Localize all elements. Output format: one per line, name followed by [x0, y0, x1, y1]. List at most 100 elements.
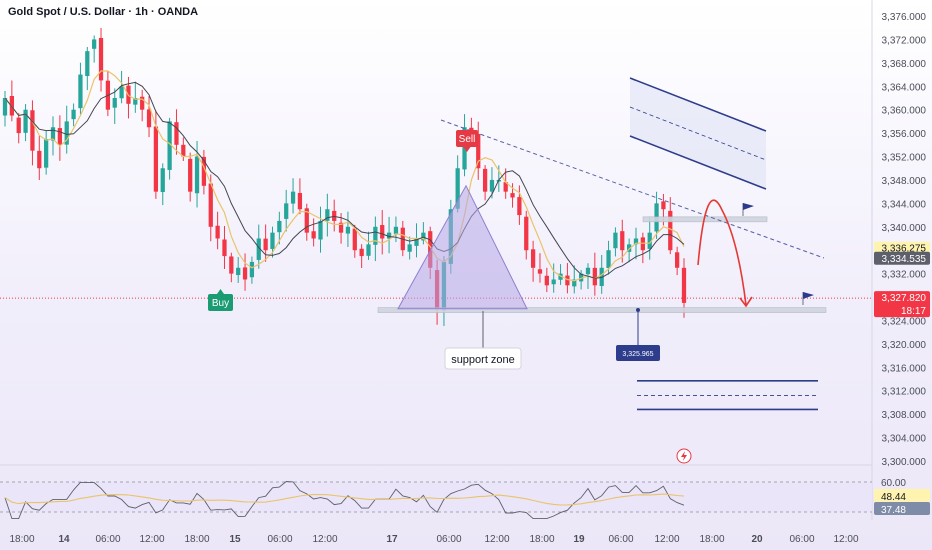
- candle-body: [345, 226, 351, 234]
- price-tag: [874, 291, 930, 318]
- candle-body: [242, 267, 248, 280]
- candle-body: [304, 208, 309, 233]
- candle-body: [558, 273, 563, 280]
- candle-body: [37, 150, 42, 169]
- candle-body: [613, 232, 618, 249]
- candle-body: [263, 238, 268, 251]
- candle-body: [133, 97, 138, 105]
- y-tick-label: 3,352.000: [882, 153, 927, 164]
- candle-body: [565, 275, 570, 286]
- candle-body: [256, 238, 261, 260]
- x-tick-label: 18:00: [699, 534, 724, 545]
- support-zone-label: support zone: [451, 354, 515, 366]
- candle-body: [373, 226, 378, 245]
- candle-body: [140, 96, 145, 110]
- candle-body: [201, 156, 207, 186]
- candle-body: [2, 97, 8, 116]
- candle-body: [160, 168, 165, 193]
- x-tick-label: 18:00: [529, 534, 554, 545]
- rsi-tag: [874, 502, 930, 516]
- candle-body: [290, 191, 296, 204]
- buy-signal-badge: [208, 294, 233, 311]
- candle-body: [9, 95, 14, 116]
- rsi-tick-label: 60.00: [881, 478, 906, 489]
- candle-body: [44, 138, 49, 168]
- sell-signal-pointer: [463, 147, 471, 152]
- candle-body: [284, 203, 289, 219]
- candle-body: [572, 279, 577, 287]
- moving-average-fast: [4, 70, 685, 282]
- x-tick-label: 19: [573, 534, 585, 545]
- candle-body: [592, 267, 597, 286]
- candle-body: [524, 216, 529, 251]
- candle-body: [455, 168, 460, 209]
- x-tick-label: 12:00: [833, 534, 858, 545]
- price-tag-label: 3,334.535: [882, 254, 927, 265]
- projection-channel-bottom: [629, 135, 767, 190]
- candle-body: [352, 228, 357, 251]
- price-tag: [874, 241, 930, 255]
- x-tick-label: 12:00: [139, 534, 164, 545]
- candle-body: [537, 269, 543, 274]
- moving-average-slow: [4, 81, 685, 279]
- candle-body: [270, 232, 275, 249]
- y-tick-label: 3,316.000: [882, 363, 927, 374]
- candle-body: [112, 97, 117, 108]
- candle-body: [633, 238, 639, 245]
- candle-body: [675, 252, 680, 268]
- candle-body: [338, 222, 344, 233]
- candle-body: [517, 197, 522, 216]
- candle-body: [578, 273, 584, 282]
- buy-signal-pointer: [217, 289, 224, 294]
- x-tick-label: 15: [229, 534, 241, 545]
- support-flag-icon: [803, 292, 814, 299]
- x-tick-label: 18:00: [9, 534, 34, 545]
- x-tick-label: 06:00: [608, 534, 633, 545]
- candle-body: [407, 244, 412, 252]
- candle-body: [647, 232, 652, 249]
- candle-body: [188, 158, 193, 192]
- rsi-tick-label: 48.44: [881, 492, 906, 503]
- candle-body: [297, 192, 303, 210]
- candle-body: [57, 128, 62, 145]
- candle-body: [620, 231, 625, 251]
- y-tick-label: 3,332.000: [882, 270, 927, 281]
- event-lightning-glyph: [681, 451, 687, 461]
- candle-body: [510, 193, 515, 198]
- candle-body: [194, 156, 200, 194]
- x-tick-label: 06:00: [267, 534, 292, 545]
- candle-body: [311, 231, 316, 239]
- y-tick-label: 3,300.000: [882, 457, 927, 468]
- y-tick-label: 3,304.000: [882, 434, 927, 445]
- x-tick-label: 06:00: [95, 534, 120, 545]
- candle-body: [627, 244, 632, 252]
- candle-body: [318, 220, 323, 240]
- rsi-signal-line: [4, 493, 685, 506]
- candle-body: [551, 279, 556, 285]
- rsi-line: [4, 481, 685, 520]
- x-tick-label: 06:00: [436, 534, 461, 545]
- candle-body: [482, 168, 488, 192]
- sell-signal-badge: [456, 130, 478, 147]
- candle-body: [78, 74, 83, 109]
- candle-body: [503, 182, 508, 192]
- candle-body: [476, 133, 481, 169]
- candle-body: [215, 225, 220, 239]
- candle-body: [366, 244, 371, 256]
- resistance-flag-icon: [743, 203, 754, 210]
- candle-body: [393, 226, 399, 234]
- candle-body: [174, 122, 179, 145]
- candle-body: [421, 232, 426, 241]
- candle-body: [489, 179, 495, 192]
- candle-body: [249, 261, 255, 278]
- y-tick-label: 3,308.000: [882, 410, 927, 421]
- chart-title: Gold Spot / U.S. Dollar · 1h · OANDA: [8, 6, 199, 18]
- projection-channel-top: [629, 77, 767, 132]
- price-tag: [874, 251, 930, 265]
- candle-body: [222, 239, 227, 257]
- y-tick-label: 3,356.000: [882, 129, 927, 140]
- y-tick-label: 3,368.000: [882, 59, 927, 70]
- x-tick-label: 17: [386, 534, 398, 545]
- price-tag-countdown: 18:17: [901, 306, 926, 317]
